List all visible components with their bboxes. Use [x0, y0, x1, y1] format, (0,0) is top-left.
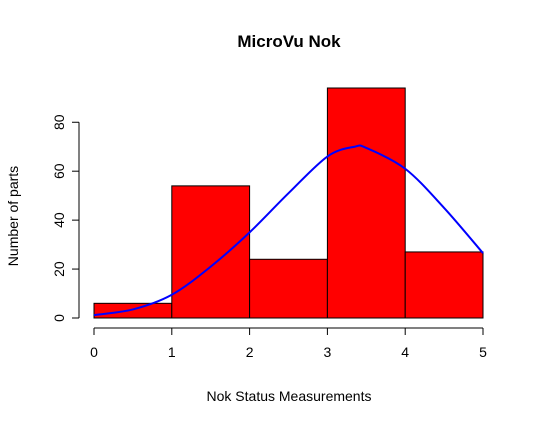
- x-tick-label-5: 5: [479, 344, 487, 360]
- x-tick-label-2: 2: [246, 344, 254, 360]
- y-axis-label: Number of parts: [5, 166, 21, 266]
- histogram-bar-1: [171, 185, 251, 319]
- y-tick-label-40: 40: [51, 212, 67, 228]
- x-tick-label-3: 3: [324, 344, 332, 360]
- chart-title: MicroVu Nok: [237, 32, 341, 51]
- histogram-bar-0: [93, 302, 173, 319]
- y-tick-label-80: 80: [51, 114, 67, 130]
- x-tick-label-0: 0: [90, 344, 98, 360]
- density-curve-layer: [93, 144, 484, 317]
- density-curve: [93, 144, 484, 317]
- y-tick-label-20: 20: [51, 261, 67, 277]
- histogram-bar-3: [326, 87, 406, 319]
- bars-layer: [93, 87, 484, 319]
- y-axis: 0 20 40 60 80: [51, 114, 80, 322]
- histogram-bar-4: [404, 251, 484, 319]
- x-axis: 0 1 2 3 4 5: [90, 327, 487, 360]
- y-tick-label-60: 60: [51, 163, 67, 179]
- x-tick-label-4: 4: [401, 344, 409, 360]
- x-tick-label-1: 1: [168, 344, 176, 360]
- x-axis-label: Nok Status Measurements: [207, 388, 372, 404]
- histogram-bar-2: [249, 258, 328, 319]
- y-tick-label-0: 0: [51, 314, 67, 322]
